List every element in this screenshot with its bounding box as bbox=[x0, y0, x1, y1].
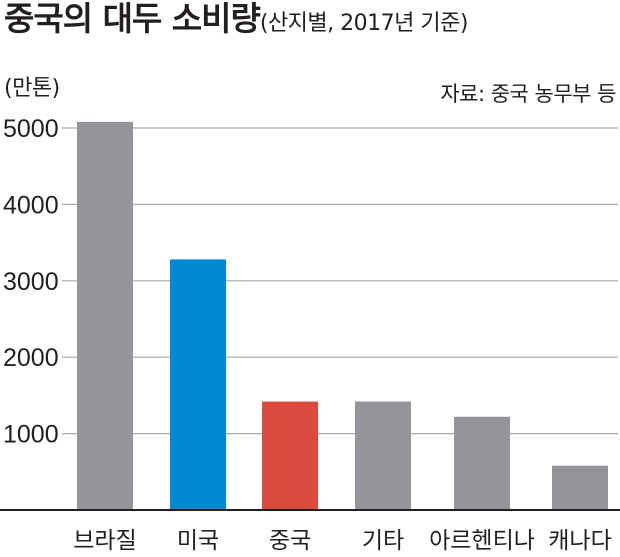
bar-5 bbox=[552, 465, 608, 510]
bar-4 bbox=[454, 416, 510, 510]
y-tick-labels: 1000 2000 3000 4000 5000 bbox=[3, 115, 59, 449]
source-note: 자료: 중국 농무부 등 bbox=[440, 82, 616, 106]
category-label-1: 미국 bbox=[177, 528, 219, 554]
y-tick-label-3000: 3000 bbox=[3, 268, 59, 296]
category-label-0: 브라질 bbox=[73, 528, 136, 554]
bar-2 bbox=[262, 401, 318, 510]
y-tick-label-4000: 4000 bbox=[3, 191, 59, 219]
category-label-2: 중국 bbox=[269, 528, 311, 554]
chart-subtitle: (산지별, 2017년 기준) bbox=[259, 11, 469, 36]
y-tick-label-2000: 2000 bbox=[3, 344, 59, 372]
bars bbox=[77, 121, 608, 510]
y-tick-label-5000: 5000 bbox=[3, 115, 59, 143]
bar-0 bbox=[77, 121, 133, 510]
gridlines bbox=[62, 127, 618, 435]
category-label-4: 아르헨티나 bbox=[429, 528, 535, 554]
category-label-3: 기타 bbox=[362, 528, 404, 554]
y-axis-unit: (만톤) bbox=[4, 76, 60, 101]
category-labels: 브라질 미국 중국 기타 아르헨티나 캐나다 bbox=[73, 528, 611, 554]
y-tick-label-1000: 1000 bbox=[3, 421, 59, 449]
chart-title-block: 중국의 대두 소비량(산지별, 2017년 기준) bbox=[4, 2, 468, 35]
bar-3 bbox=[355, 401, 411, 510]
category-label-5: 캐나다 bbox=[548, 528, 611, 554]
chart-title: 중국의 대두 소비량 bbox=[4, 0, 261, 38]
bar-1 bbox=[170, 259, 226, 510]
